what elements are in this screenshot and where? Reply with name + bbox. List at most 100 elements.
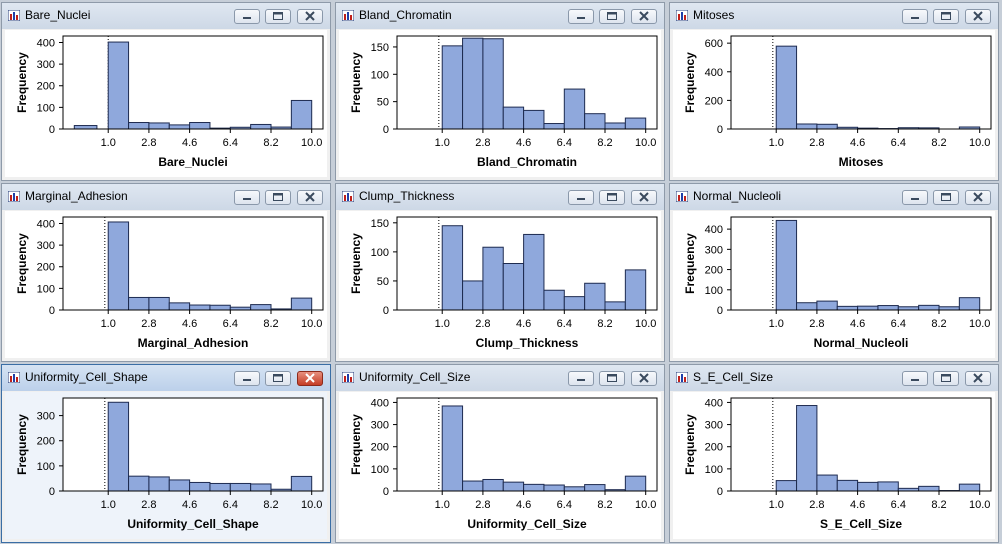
- x-tick-label: 6.4: [891, 318, 906, 330]
- maximize-icon: [607, 12, 617, 20]
- window-titlebar[interactable]: Bare_Nuclei: [2, 3, 330, 29]
- close-button[interactable]: [965, 371, 991, 386]
- chart-window-s-e-cell-size[interactable]: S_E_Cell_Size 0 100 200 300 400 1.0 2.8 4.6 6.4 8.…: [669, 364, 999, 543]
- bar-chart-icon: [342, 191, 354, 202]
- window-titlebar[interactable]: Bland_Chromatin: [336, 3, 664, 29]
- histogram-chart: 0 50 100 150 1.0 2.8 4.6 6.4 8.2 10.0 Clump_Thickn…: [349, 216, 658, 350]
- chart-window-uniformity-cell-shape[interactable]: Uniformity_Cell_Shape 0 100 200 300 1.0 2.8 4.6…: [1, 364, 331, 543]
- histogram-bar: [73, 125, 98, 130]
- chart-window-bare-nuclei[interactable]: Bare_Nuclei 0 100 200 300 400 1.0 2.8 4.6 6.4 8.2 1…: [1, 2, 331, 181]
- close-button[interactable]: [631, 9, 657, 24]
- maximize-button[interactable]: [599, 190, 625, 205]
- histogram-bar: [836, 479, 859, 492]
- minimize-icon: [577, 17, 585, 19]
- close-button[interactable]: [631, 190, 657, 205]
- minimize-button[interactable]: [568, 9, 594, 24]
- chart-window-uniformity-cell-size[interactable]: Uniformity_Cell_Size 0 100 200 300 400 1.0 2.8 4…: [335, 364, 665, 543]
- histogram-bar: [918, 304, 940, 311]
- bar-chart-icon: [8, 10, 20, 21]
- bar-chart-icon: [676, 372, 688, 383]
- chart-window-clump-thickness[interactable]: Clump_Thickness 0 50 100 150 1.0 2.8 4.6 6.4 8.2 1…: [335, 183, 665, 362]
- close-icon: [305, 192, 315, 202]
- window-titlebar[interactable]: Mitoses: [670, 3, 998, 29]
- chart-window-normal-nucleoli[interactable]: Normal_Nucleoli 0 100 200 300 400 1.0 2.8 4.6 6.4…: [669, 183, 999, 362]
- minimize-button[interactable]: [234, 190, 260, 205]
- histogram-bar: [775, 45, 798, 130]
- y-tick-label: 300: [37, 59, 55, 71]
- minimize-button[interactable]: [234, 9, 260, 24]
- minimize-button[interactable]: [568, 371, 594, 386]
- histogram-bar: [189, 304, 211, 311]
- window-title: Mitoses: [693, 8, 735, 22]
- x-tick-label: 4.6: [516, 499, 531, 511]
- minimize-icon: [577, 379, 585, 381]
- maximize-button[interactable]: [933, 9, 959, 24]
- histogram-bar: [796, 405, 818, 492]
- minimize-button[interactable]: [902, 371, 928, 386]
- maximize-icon: [273, 12, 283, 20]
- x-tick-label: 8.2: [263, 137, 278, 149]
- y-tick-label: 0: [383, 486, 389, 498]
- x-tick-label: 1.0: [435, 499, 450, 511]
- maximize-icon: [273, 374, 283, 382]
- maximize-button[interactable]: [933, 190, 959, 205]
- histogram-bar: [523, 483, 545, 492]
- window-titlebar[interactable]: Uniformity_Cell_Shape: [2, 365, 330, 391]
- close-button[interactable]: [297, 190, 323, 205]
- maximize-button[interactable]: [265, 371, 291, 386]
- y-tick-label: 600: [705, 38, 723, 50]
- maximize-button[interactable]: [265, 190, 291, 205]
- y-tick-label: 150: [371, 42, 389, 54]
- x-tick-label: 2.8: [809, 499, 824, 511]
- window-titlebar[interactable]: Normal_Nucleoli: [670, 184, 998, 210]
- close-button[interactable]: [965, 190, 991, 205]
- chart-window-mitoses[interactable]: Mitoses 0 200 400 600 1.0 2.8 4.6 6.4 8.2 10.0 Mito…: [669, 2, 999, 181]
- window-title: Marginal_Adhesion: [25, 189, 128, 203]
- chart-window-marginal-adhesion[interactable]: Marginal_Adhesion 0 100 200 300 400 1.0 2.8 4.6 6…: [1, 183, 331, 362]
- histogram-bar: [502, 481, 525, 492]
- close-button[interactable]: [631, 371, 657, 386]
- close-button[interactable]: [297, 371, 323, 386]
- histogram-bar: [107, 221, 130, 311]
- minimize-button[interactable]: [902, 9, 928, 24]
- chart-window-bland-chromatin[interactable]: Bland_Chromatin 0 50 100 150 1.0 2.8 4.6 6.4 8.2 1…: [335, 2, 665, 181]
- x-tick-label: 10.0: [301, 499, 322, 511]
- histogram-bar: [482, 38, 504, 130]
- close-button[interactable]: [965, 9, 991, 24]
- bar-chart-icon: [676, 10, 688, 21]
- x-tick-label: 2.8: [141, 499, 156, 511]
- window-titlebar[interactable]: Marginal_Adhesion: [2, 184, 330, 210]
- histogram-bar: [128, 296, 150, 311]
- histogram-bar: [168, 479, 191, 492]
- minimize-icon: [577, 198, 585, 200]
- histogram-bar: [189, 122, 211, 130]
- minimize-button[interactable]: [568, 190, 594, 205]
- histogram-bar: [958, 483, 981, 492]
- maximize-button[interactable]: [933, 371, 959, 386]
- maximize-button[interactable]: [265, 9, 291, 24]
- window-titlebar[interactable]: Uniformity_Cell_Size: [336, 365, 664, 391]
- x-tick-label: 1.0: [435, 318, 450, 330]
- x-axis-label: Uniformity_Cell_Size: [467, 517, 587, 531]
- y-tick-label: 200: [37, 81, 55, 93]
- histogram-bar: [482, 478, 504, 492]
- close-button[interactable]: [297, 9, 323, 24]
- histogram-bar: [290, 475, 313, 492]
- window-titlebar[interactable]: Clump_Thickness: [336, 184, 664, 210]
- minimize-icon: [911, 17, 919, 19]
- histogram-bar: [250, 123, 272, 130]
- maximize-button[interactable]: [599, 9, 625, 24]
- chart-area: 0 100 200 300 400 1.0 2.8 4.6 6.4 8.2 10.0 Normal_N…: [673, 211, 995, 358]
- histogram-bar: [543, 123, 565, 130]
- minimize-button[interactable]: [902, 190, 928, 205]
- y-tick-label: 100: [37, 102, 55, 114]
- y-tick-label: 100: [37, 461, 55, 473]
- window-title: Normal_Nucleoli: [693, 189, 782, 203]
- maximize-button[interactable]: [599, 371, 625, 386]
- minimize-button[interactable]: [234, 371, 260, 386]
- x-tick-label: 1.0: [101, 137, 116, 149]
- y-tick-label: 200: [371, 442, 389, 454]
- histogram-bar: [775, 480, 798, 492]
- x-tick-label: 10.0: [969, 137, 990, 149]
- window-titlebar[interactable]: S_E_Cell_Size: [670, 365, 998, 391]
